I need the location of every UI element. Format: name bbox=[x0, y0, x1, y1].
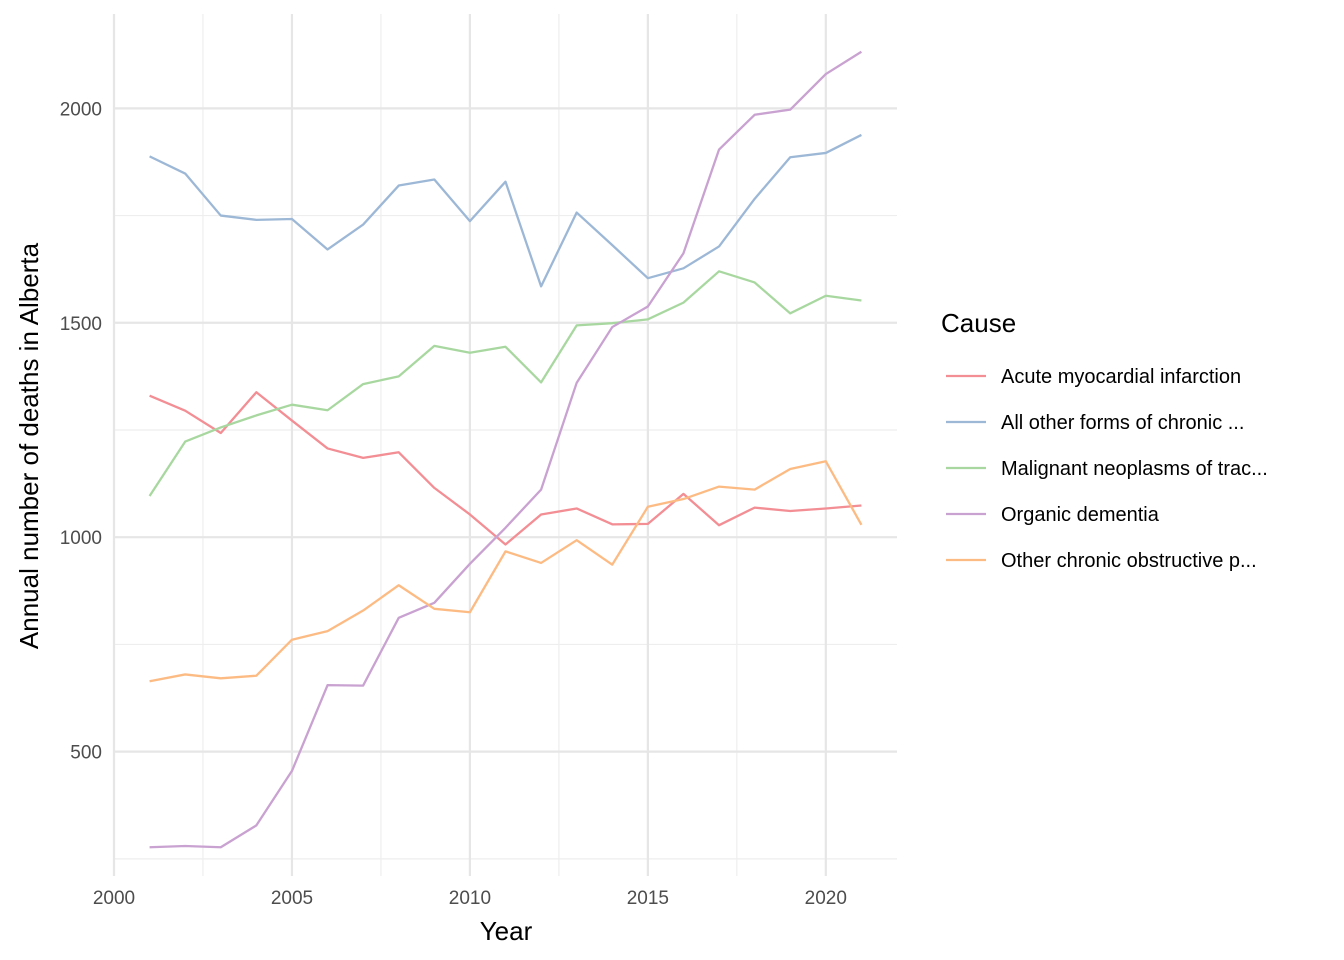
x-tick-label: 2020 bbox=[805, 888, 847, 909]
y-tick-label: 2000 bbox=[60, 99, 102, 120]
legend-label: Other chronic obstructive p... bbox=[1001, 550, 1257, 572]
y-tick-label: 1000 bbox=[60, 528, 102, 549]
y-tick-label: 500 bbox=[70, 743, 102, 764]
x-tick-label: 2005 bbox=[271, 888, 313, 909]
series-line-4 bbox=[149, 50, 863, 849]
minor-gridlines bbox=[114, 14, 897, 876]
series-line-3 bbox=[148, 270, 862, 497]
x-axis-title: Year bbox=[480, 916, 533, 946]
major-gridlines bbox=[112, 14, 897, 876]
x-tick-label: 2000 bbox=[93, 888, 135, 909]
x-axis-tick-labels: 2000 2005 2010 2015 2020 bbox=[93, 888, 847, 909]
legend-label: Acute myocardial infarction bbox=[1001, 366, 1241, 388]
x-tick-label: 2015 bbox=[627, 888, 669, 909]
y-axis-tick-labels: 500 1000 1500 2000 bbox=[60, 99, 102, 763]
legend-title: Cause bbox=[941, 308, 1016, 338]
legend-label: All other forms of chronic ... bbox=[1001, 412, 1244, 434]
y-tick-label: 1500 bbox=[60, 314, 102, 335]
series-lines bbox=[148, 50, 863, 849]
series-line-1 bbox=[149, 391, 862, 546]
legend-label: Organic dementia bbox=[1001, 504, 1160, 526]
series-line-2 bbox=[149, 133, 862, 288]
y-axis-title: Annual number of deaths in Alberta bbox=[14, 242, 44, 649]
legend-label: Malignant neoplasms of trac... bbox=[1001, 458, 1268, 480]
x-tick-label: 2010 bbox=[449, 888, 491, 909]
legend: Cause Acute myocardial infarction All oth… bbox=[941, 308, 1268, 572]
series-line-5 bbox=[149, 460, 863, 683]
